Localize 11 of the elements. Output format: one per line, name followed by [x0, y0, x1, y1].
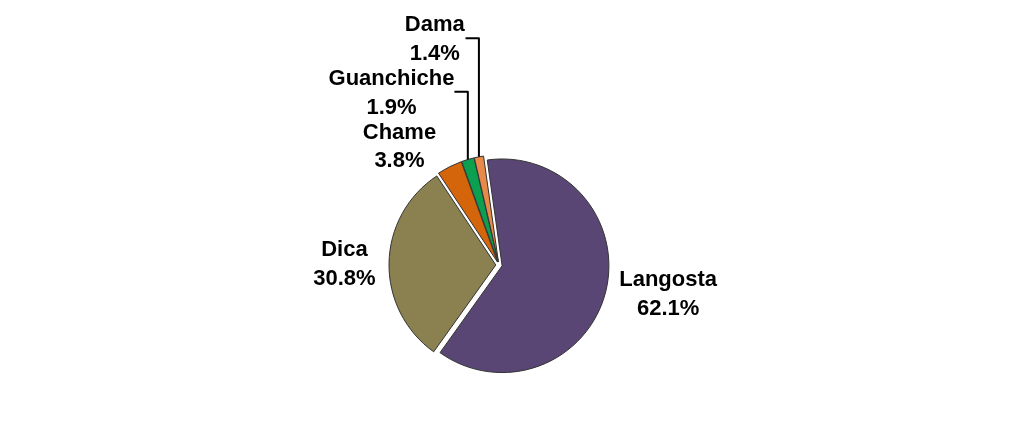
slice-label: Langosta [619, 265, 718, 291]
slice-label: Chame [362, 118, 437, 144]
slice-label: Dama [404, 11, 466, 37]
data-label: 1.9% [366, 93, 417, 119]
data-label: 3.8% [374, 147, 425, 173]
data-label: 1.4% [409, 39, 460, 65]
pie-slice [388, 175, 497, 353]
slice-label: Guanchiche [328, 64, 455, 90]
data-label: 30.8% [313, 264, 376, 290]
data-label: 62.1% [636, 294, 700, 320]
slice-label: Dica [321, 236, 369, 262]
